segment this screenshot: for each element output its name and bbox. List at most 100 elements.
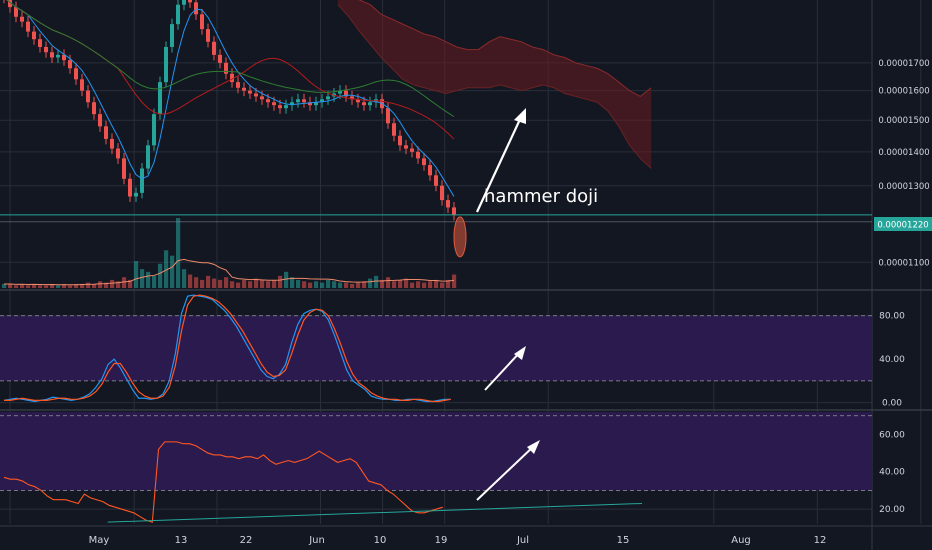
volume-bar (188, 274, 193, 288)
volume-bar (362, 281, 367, 288)
volume-ma-line (4, 258, 455, 286)
volume-bar (410, 282, 415, 288)
volume-bar (80, 283, 85, 288)
candle-body (158, 82, 162, 115)
volume-bar (92, 283, 97, 288)
volume-bar (398, 279, 403, 288)
volume-bar (164, 250, 169, 288)
volume-bar (200, 279, 205, 288)
volume-bar (296, 279, 301, 288)
candlesticks (3, 0, 456, 221)
volume-bar (308, 282, 313, 288)
volume-bar (380, 279, 385, 288)
volume-bar (194, 277, 199, 288)
rsi-band (0, 412, 872, 491)
candle-body (248, 90, 252, 94)
arrow-head (514, 346, 526, 360)
candle-body (260, 96, 264, 100)
rsi-trendline (107, 502, 643, 523)
candle-body (182, 0, 186, 5)
candle-body (200, 14, 204, 30)
volume-bar (152, 275, 157, 288)
rsi-tick-label: 40.00 (879, 468, 905, 478)
volume-bar (182, 269, 187, 288)
price-tick-label: 0.00001100 (878, 258, 929, 268)
candle-body (416, 151, 420, 159)
current-price-label: 0.00001220 (877, 221, 928, 231)
current-price-badge-bg (874, 217, 932, 231)
volume-bar (326, 279, 331, 288)
candle-body (350, 96, 354, 100)
time-scale[interactable]: May 13 22 Jun 10 19 Jul 15 Aug 12 (89, 535, 827, 546)
volume-bar (350, 283, 355, 288)
volume-bar (260, 279, 265, 288)
candle-body (284, 105, 288, 109)
candle-body (314, 102, 318, 106)
stoch-lines (0, 294, 872, 403)
price-pane[interactable] (0, 0, 872, 288)
volume-bar (224, 277, 229, 288)
volume-bar (68, 285, 73, 288)
volume-bar (158, 263, 163, 288)
candle-body (440, 185, 444, 201)
rsi-pane[interactable] (0, 412, 872, 523)
volume-bar (56, 285, 61, 288)
volume-bar (74, 283, 79, 288)
time-tick-label: 19 (435, 535, 448, 546)
volume-bar (392, 281, 397, 288)
candle-body (104, 126, 108, 139)
volume-bar (332, 281, 337, 288)
volume-bar (356, 282, 361, 288)
candle-body (392, 123, 396, 136)
candle-body (14, 7, 18, 17)
volume-bar (314, 281, 319, 288)
price-tick-label: 0.00001300 (878, 182, 929, 192)
candle-body (362, 102, 366, 106)
cloud-lower-line (337, 4, 652, 169)
volume-bar (98, 281, 103, 288)
volume-bar (176, 218, 181, 288)
candle-body (368, 102, 372, 106)
rsi-tick-label: 60.00 (879, 430, 905, 440)
candle-body (140, 168, 144, 193)
candle-body (134, 192, 138, 197)
volume-bar (62, 283, 67, 288)
candle-body (218, 54, 222, 63)
price-tick-label: 0.00001700 (878, 59, 929, 69)
volume-bar (8, 283, 13, 288)
cloud-upper-line (358, 0, 652, 97)
volume-bar (116, 281, 121, 288)
candle-body (386, 108, 390, 124)
volume-bar (416, 281, 421, 288)
candle-body (86, 90, 90, 103)
annotation-arrow-stoch (484, 349, 523, 391)
candle-body (254, 93, 258, 97)
stoch-series-1 (4, 294, 451, 403)
volume-bar (140, 269, 145, 288)
volume-bars (2, 218, 457, 288)
volume-bar (32, 283, 37, 288)
volume-bar (446, 279, 451, 288)
volume-bar (278, 275, 283, 288)
volume-bar (230, 281, 235, 288)
volume-bar (20, 283, 25, 288)
volume-bar (266, 281, 271, 288)
candle-body (344, 90, 348, 97)
annotation-arrow-price (476, 114, 523, 213)
candle-body (338, 90, 342, 94)
arrow-head (527, 440, 540, 454)
candle-body (290, 102, 294, 106)
price-overlays (0, 0, 872, 258)
time-tick-label: Aug (731, 535, 751, 546)
rsi-lines (0, 415, 872, 523)
volume-bar (38, 285, 43, 288)
stoch-rsi-pane[interactable] (0, 294, 872, 403)
candle-body (68, 60, 72, 69)
candle-body (110, 138, 114, 149)
candle-body (224, 62, 228, 74)
price-scale[interactable]: 0.00001700 0.00001600 0.00001500 0.00001400… (878, 59, 929, 515)
candle-body (296, 99, 300, 103)
candle-body (44, 46, 48, 53)
candle-body (128, 178, 132, 197)
